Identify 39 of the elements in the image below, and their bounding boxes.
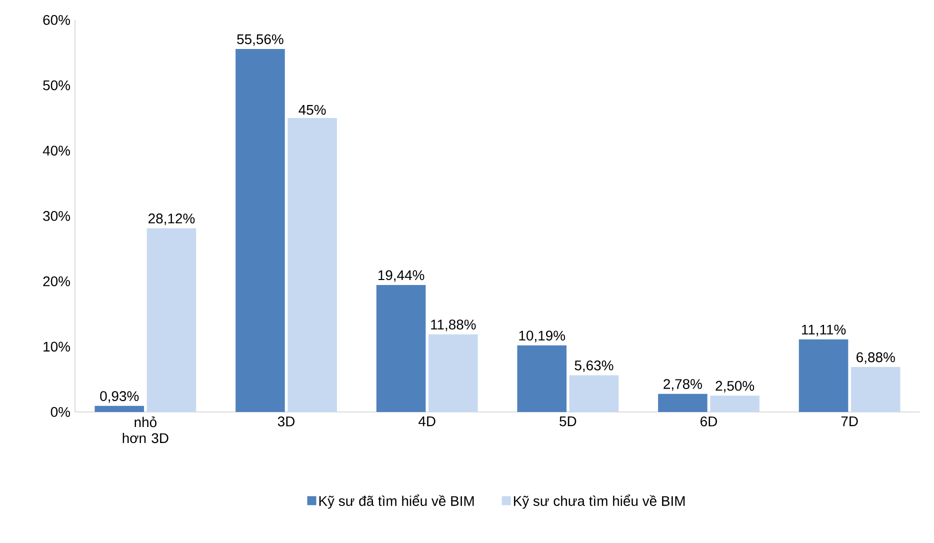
y-tick-label: 30% bbox=[43, 211, 70, 221]
data-label: 45% bbox=[298, 104, 326, 115]
y-tick-label: 10% bbox=[44, 342, 70, 352]
data-label: 10,19% bbox=[519, 330, 566, 342]
data-label: 55,56% bbox=[237, 34, 284, 46]
x-tick-label: 6D bbox=[700, 416, 718, 426]
bar bbox=[94, 406, 144, 412]
bar bbox=[428, 334, 478, 412]
bar bbox=[850, 367, 900, 412]
bar bbox=[517, 345, 567, 412]
data-label: 0,93% bbox=[100, 391, 139, 403]
legend-label: Kỹ sư chưa tìm hiểu về BIM bbox=[514, 494, 685, 509]
data-label: 2,78% bbox=[664, 379, 702, 391]
x-tick-label: 7D bbox=[841, 416, 858, 426]
data-label: 19,44% bbox=[378, 270, 424, 282]
x-tick-label: 3D bbox=[278, 416, 295, 426]
data-label: 11,88% bbox=[431, 320, 476, 332]
data-label: 2,50% bbox=[716, 380, 754, 392]
x-tick-label: 4D bbox=[418, 416, 436, 426]
data-label: 28,12% bbox=[148, 214, 195, 226]
y-tick-label: 60% bbox=[43, 15, 70, 25]
y-tick-label: 40% bbox=[42, 146, 70, 156]
y-tick-label: 20% bbox=[43, 276, 70, 286]
bar bbox=[798, 339, 848, 412]
data-label: 11,11% bbox=[802, 324, 846, 336]
x-tick-label: nhỏ hơn 3D bbox=[122, 416, 168, 444]
y-tick-label: 50% bbox=[43, 80, 70, 90]
bar bbox=[569, 375, 619, 412]
bar bbox=[710, 396, 760, 412]
x-tick-label: 5D bbox=[560, 416, 576, 426]
bar bbox=[376, 284, 426, 412]
legend-label: Kỹ sư đã tìm hiểu về BIM bbox=[319, 494, 474, 509]
bar bbox=[658, 394, 708, 412]
data-label: 6,88% bbox=[856, 352, 895, 364]
y-tick-label: 0% bbox=[50, 407, 70, 417]
data-label: 5,63% bbox=[574, 360, 614, 372]
bar bbox=[146, 228, 196, 412]
bar bbox=[236, 48, 285, 412]
bar bbox=[288, 118, 337, 412]
